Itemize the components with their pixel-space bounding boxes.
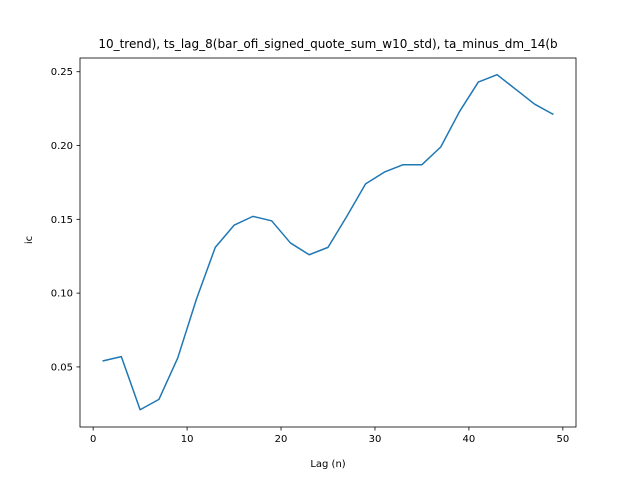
y-axis-ticks: 0.05 0.10 0.15 0.20 0.25 [51,67,80,373]
axes-frame [79,57,577,428]
plot-area [79,57,577,428]
x-tick-label: 0 [90,434,96,445]
x-axis-label: Lag (n) [310,459,345,470]
x-tick-label: 20 [275,434,288,445]
y-tick-label: 0.20 [51,141,73,152]
x-tick-label: 10 [181,434,194,445]
y-tick-label: 0.05 [51,362,73,373]
y-tick-label: 0.10 [51,289,73,300]
y-axis-label: ic [24,236,35,244]
x-axis-ticks: 0 10 20 30 40 50 [90,427,569,445]
x-tick-label: 40 [463,434,476,445]
x-tick-label: 50 [556,434,569,445]
x-tick-label: 30 [369,434,382,445]
chart-title: 10_trend), ts_lag_8(bar_ofi_signed_quote… [98,37,557,51]
series-line-0 [102,73,554,411]
y-tick-label: 0.15 [51,215,73,226]
y-tick-label: 0.25 [51,67,73,78]
